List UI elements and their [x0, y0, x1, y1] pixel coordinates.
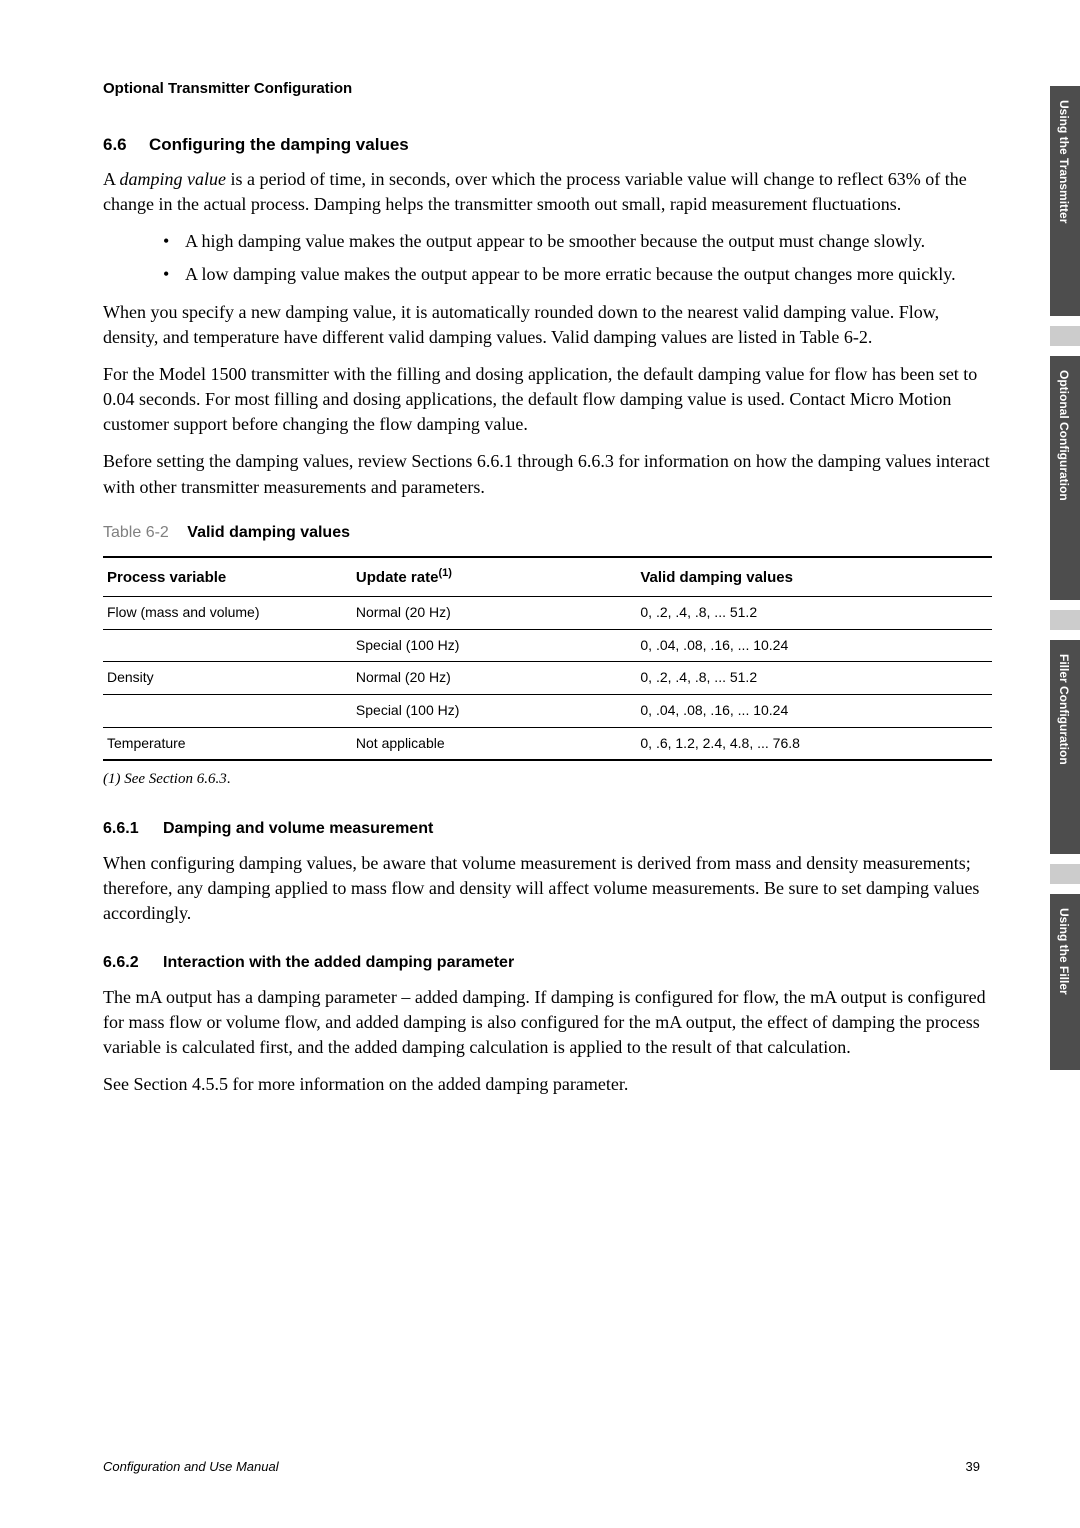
cell: 0, .04, .08, .16, ... 10.24	[636, 629, 992, 662]
section-6-6-2-heading: 6.6.2 Interaction with the added damping…	[103, 952, 992, 974]
section-6-6-heading: 6.6 Configuring the damping values	[103, 133, 992, 157]
para-6-6-4: Before setting the damping values, revie…	[103, 449, 992, 499]
tab-label: Optional Configuration	[1055, 370, 1072, 501]
para-6-6-1: A damping value is a period of time, in …	[103, 167, 992, 217]
tab-label: Filler Configuration	[1055, 654, 1072, 765]
para-6-6-3: For the Model 1500 transmitter with the …	[103, 362, 992, 438]
side-tabs: Using the Transmitter Optional Configura…	[1038, 0, 1080, 1528]
page-number: 39	[966, 1458, 980, 1476]
bullet-item: A low damping value makes the output app…	[163, 262, 992, 287]
cell	[103, 629, 352, 662]
cell: 0, .04, .08, .16, ... 10.24	[636, 695, 992, 728]
th-process-variable: Process variable	[103, 557, 352, 597]
table-caption: Table 6-2 Valid damping values	[103, 522, 992, 544]
page-header: Optional Transmitter Configuration	[103, 78, 992, 99]
table-row: Flow (mass and volume) Normal (20 Hz) 0,…	[103, 597, 992, 630]
cell: Flow (mass and volume)	[103, 597, 352, 630]
tab-using-filler[interactable]: Using the Filler	[1050, 894, 1080, 1070]
subsection-title: Interaction with the added damping param…	[163, 952, 514, 974]
table-footnote: (1) See Section 6.6.3.	[103, 769, 992, 790]
cell: 0, .2, .4, .8, ... 51.2	[636, 597, 992, 630]
section-num: 6.6	[103, 133, 149, 157]
para-6-6-2-1: The mA output has a damping parameter – …	[103, 985, 992, 1061]
table-label: Table 6-2	[103, 524, 169, 541]
table-header-row: Process variable Update rate(1) Valid da…	[103, 557, 992, 597]
tab-using-transmitter[interactable]: Using the Transmitter	[1050, 86, 1080, 316]
cell: Special (100 Hz)	[352, 695, 636, 728]
bullet-list: A high damping value makes the output ap…	[163, 229, 992, 287]
cell: 0, .2, .4, .8, ... 51.2	[636, 662, 992, 695]
table-row: Temperature Not applicable 0, .6, 1.2, 2…	[103, 727, 992, 760]
tab-spacer	[1050, 326, 1080, 346]
th-update-rate: Update rate(1)	[352, 557, 636, 597]
subsection-num: 6.6.2	[103, 952, 163, 974]
table-row: Special (100 Hz) 0, .04, .08, .16, ... 1…	[103, 629, 992, 662]
para-6-6-2: When you specify a new damping value, it…	[103, 300, 992, 350]
para-6-6-1-1: When configuring damping values, be awar…	[103, 851, 992, 927]
tab-spacer	[1050, 864, 1080, 884]
tab-filler-config[interactable]: Filler Configuration	[1050, 640, 1080, 854]
damping-table: Process variable Update rate(1) Valid da…	[103, 556, 992, 761]
cell: Normal (20 Hz)	[352, 662, 636, 695]
section-6-6-1-heading: 6.6.1 Damping and volume measurement	[103, 818, 992, 840]
section-title: Configuring the damping values	[149, 133, 409, 157]
cell: Normal (20 Hz)	[352, 597, 636, 630]
cell: Not applicable	[352, 727, 636, 760]
tab-label: Using the Filler	[1055, 908, 1072, 995]
table-title: Valid damping values	[187, 524, 350, 541]
tab-spacer	[1050, 610, 1080, 630]
cell: Temperature	[103, 727, 352, 760]
page-footer: Configuration and Use Manual 39	[103, 1458, 980, 1476]
tab-label: Using the Transmitter	[1055, 100, 1072, 223]
tab-optional-config[interactable]: Optional Configuration	[1050, 356, 1080, 600]
table-row: Density Normal (20 Hz) 0, .2, .4, .8, ..…	[103, 662, 992, 695]
th-valid-damping: Valid damping values	[636, 557, 992, 597]
cell	[103, 695, 352, 728]
cell: Density	[103, 662, 352, 695]
para-6-6-2-2: See Section 4.5.5 for more information o…	[103, 1072, 992, 1097]
subsection-num: 6.6.1	[103, 818, 163, 840]
table-row: Special (100 Hz) 0, .04, .08, .16, ... 1…	[103, 695, 992, 728]
bullet-item: A high damping value makes the output ap…	[163, 229, 992, 254]
cell: Special (100 Hz)	[352, 629, 636, 662]
subsection-title: Damping and volume measurement	[163, 818, 433, 840]
cell: 0, .6, 1.2, 2.4, 4.8, ... 76.8	[636, 727, 992, 760]
footer-manual-title: Configuration and Use Manual	[103, 1458, 279, 1476]
